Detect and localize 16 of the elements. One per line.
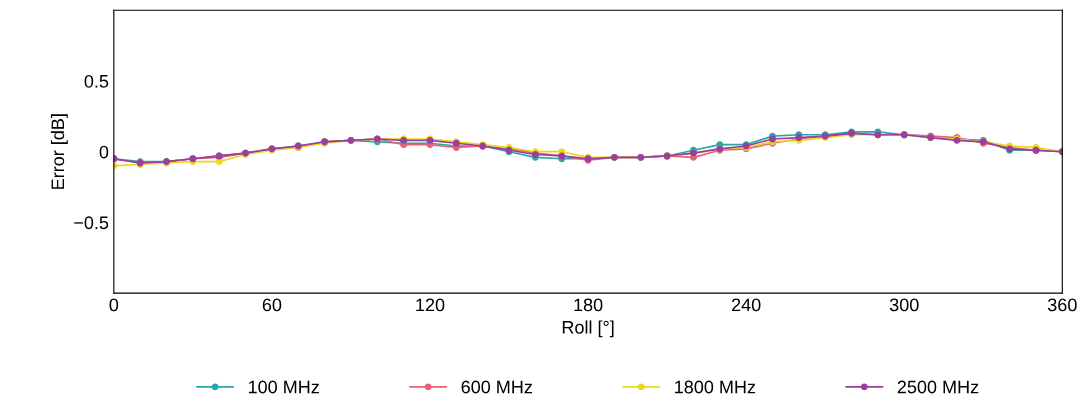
x-tick-label: 0 [109,298,119,312]
x-tick-label: 300 [889,298,919,312]
y-tick-label: 0.5 [84,74,109,88]
y-axis-title: Error [dB] [50,114,68,189]
legend-label: 600 MHz [461,380,532,394]
x-tick-label: 360 [1047,298,1077,312]
x-tick-label: 60 [262,298,282,312]
legend-label: 2500 MHz [897,380,979,394]
legend-label: 100 MHz [248,380,319,394]
x-axis-title: Roll [°] [562,320,614,338]
y-tick-label: 0 [99,145,109,159]
x-tick-label: 120 [416,298,445,312]
legend-label: 1800 MHz [675,380,756,394]
y-tick-label: −0.5 [74,216,109,230]
x-tick-label: 180 [574,298,603,312]
x-tick-label: 240 [732,298,761,312]
